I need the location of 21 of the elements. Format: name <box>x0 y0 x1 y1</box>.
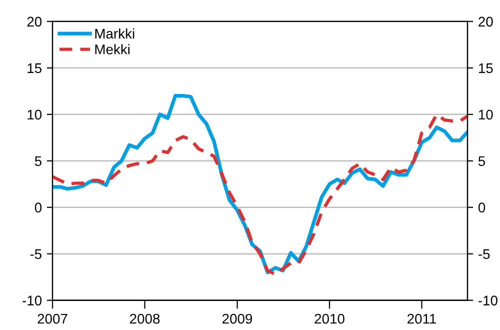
y-tick-label: -5 <box>30 249 42 259</box>
x-tick-label: 2009 <box>222 314 252 324</box>
y2-tick-label: 15 <box>478 63 493 74</box>
x-tick-label: 2008 <box>130 314 160 324</box>
y-tick-label: 15 <box>28 63 42 74</box>
y2-tick-label: 20 <box>478 16 493 27</box>
x-tick-label: 2011 <box>408 314 436 324</box>
y-tick-label: 10 <box>28 110 42 120</box>
x-tick-label: 2010 <box>314 314 344 324</box>
y2-tick-label: 10 <box>478 110 493 120</box>
y-tick-label: 20 <box>27 16 42 27</box>
legend-label: Mekki <box>95 44 130 54</box>
y2-tick-label: 5 <box>478 156 486 166</box>
y2-tick-label: 0 <box>478 202 486 213</box>
y-tick-label: 5 <box>34 156 42 166</box>
y-tick-label: 0 <box>34 202 42 213</box>
y-tick-label: -10 <box>22 296 42 306</box>
x-tick-label: 2007 <box>38 314 68 324</box>
y2-tick-label: -10 <box>478 296 498 306</box>
legend-label: Markki <box>95 28 134 39</box>
y2-tick-label: -5 <box>478 249 490 259</box>
